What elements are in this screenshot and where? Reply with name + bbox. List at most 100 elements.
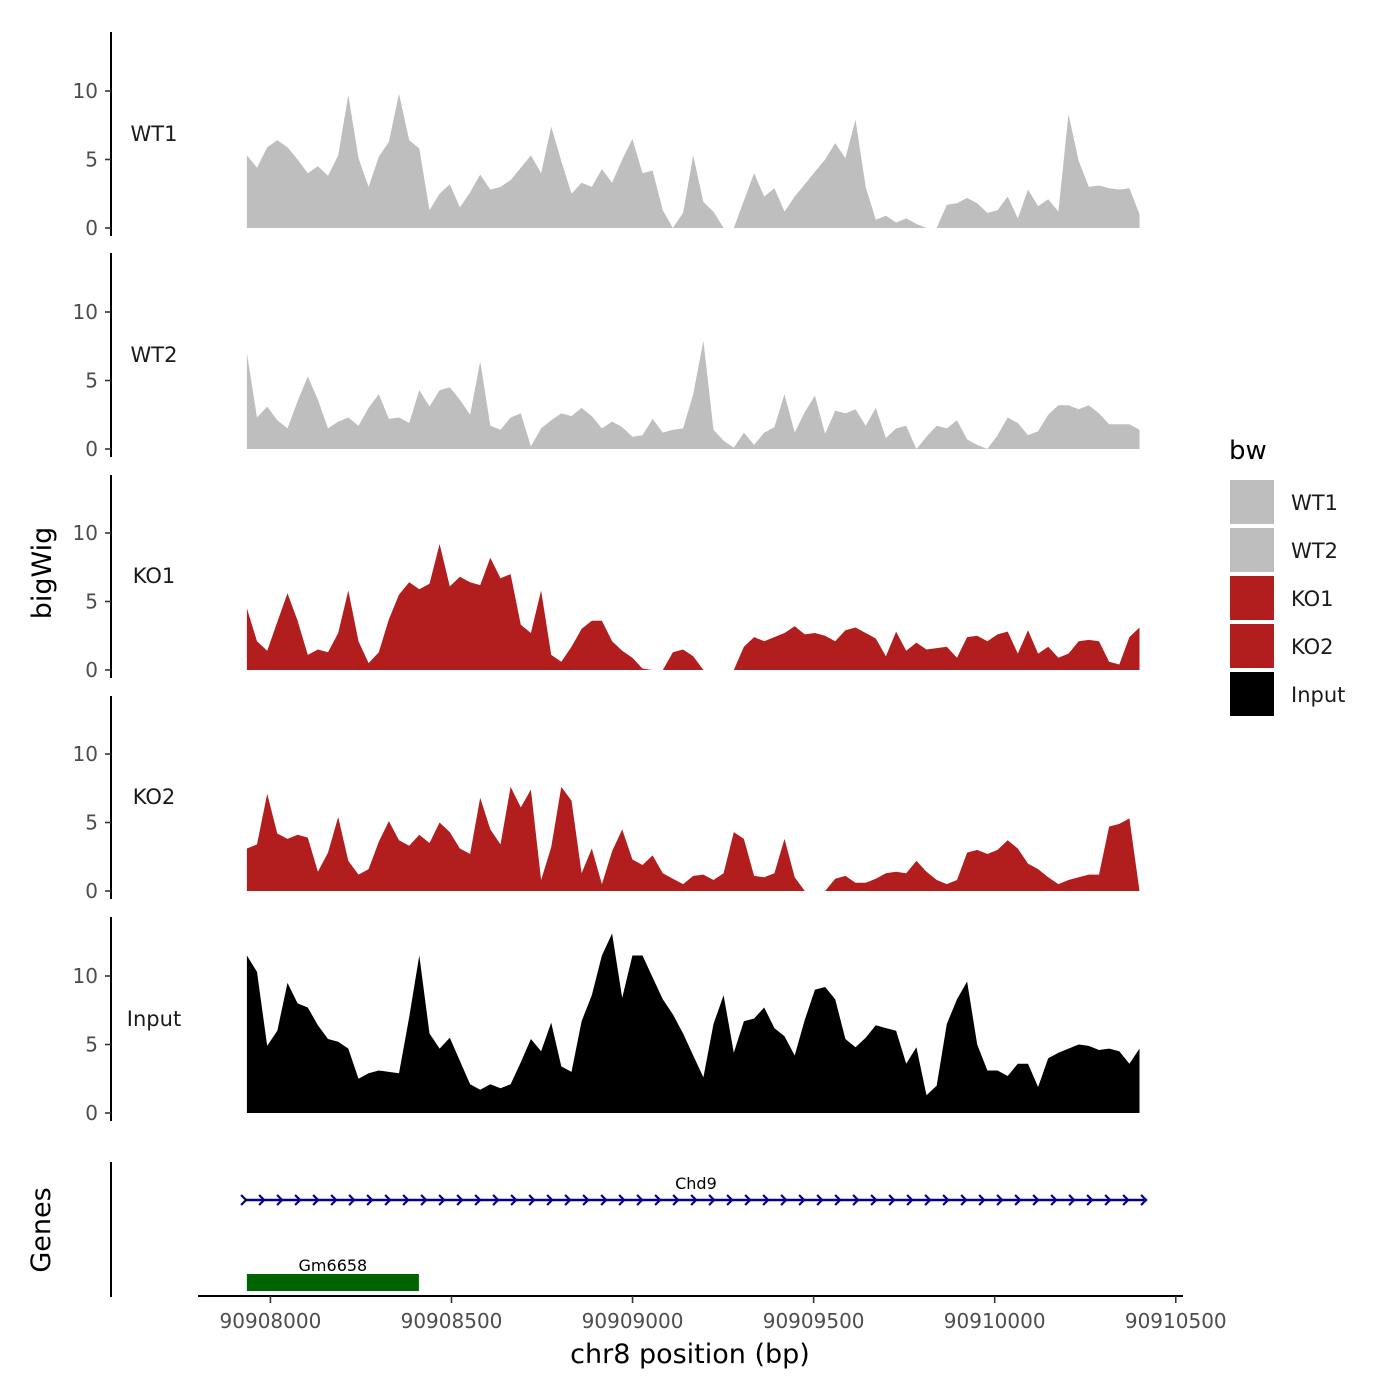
- x-tick-label: 90910000: [944, 1309, 1046, 1333]
- strand-arrow: [762, 1194, 770, 1206]
- track-wt2: 0 5 10 WT2: [73, 253, 1140, 461]
- strand-arrow: [1032, 1194, 1040, 1206]
- y-tick-label: 0: [85, 216, 98, 240]
- strand-arrow: [1068, 1194, 1076, 1206]
- legend-swatch-ko2: [1230, 624, 1274, 668]
- strand-arrow: [510, 1194, 518, 1206]
- track-label: WT1: [131, 122, 178, 146]
- strand-arrow: [996, 1194, 1004, 1206]
- strand-arrow: [564, 1194, 572, 1206]
- y-tick-label: 10: [73, 300, 98, 324]
- strand-arrow: [240, 1194, 248, 1206]
- signal-area-ko2: [246, 786, 1140, 891]
- strand-arrow: [672, 1194, 680, 1206]
- legend-label: KO1: [1291, 587, 1334, 611]
- y-tick-label: 10: [73, 964, 98, 988]
- strand-arrow: [384, 1194, 392, 1206]
- strand-arrow: [654, 1194, 662, 1206]
- legend-label: WT2: [1291, 539, 1338, 563]
- legend-label: WT1: [1291, 491, 1338, 515]
- strand-arrow: [942, 1194, 950, 1206]
- strand-arrow: [420, 1194, 428, 1206]
- legend: bw WT1 WT2 KO1 KO2 Input: [1229, 436, 1345, 716]
- strand-arrow: [1122, 1194, 1130, 1206]
- strand-arrow: [528, 1194, 536, 1206]
- signal-area-wt1: [246, 93, 1140, 228]
- track-label: KO1: [133, 564, 176, 588]
- y-tick-label: 0: [85, 879, 98, 903]
- strand-arrow: [744, 1194, 752, 1206]
- x-tick-label: 90909500: [763, 1309, 865, 1333]
- legend-label: Input: [1291, 683, 1345, 707]
- strand-arrow: [978, 1194, 986, 1206]
- strand-arrow: [870, 1194, 878, 1206]
- x-axis-title: chr8 position (bp): [570, 1339, 810, 1370]
- track-wt1: 0 5 10 WT1: [73, 32, 1140, 240]
- track-label: WT2: [131, 343, 178, 367]
- x-axis: chr8 position (bp) 90908000 90908500 90909…: [198, 1295, 1227, 1370]
- strand-arrow: [402, 1194, 410, 1206]
- track-input: 0 5 10 Input: [73, 917, 1140, 1125]
- strand-arrow: [888, 1194, 896, 1206]
- strand-arrow: [276, 1194, 284, 1206]
- strand-arrow: [492, 1194, 500, 1206]
- genes-panel: Genes Chd9 Gm6658: [26, 1162, 1148, 1297]
- y-tick-label: 10: [73, 79, 98, 103]
- signal-tracks: 0 5 10 WT1 0 5 10 WT2 0 5 10 KO1 0 5 10 KO2 0 5 10 Input: [73, 32, 1140, 1125]
- track-ko2: 0 5 10 KO2: [73, 696, 1140, 903]
- legend-swatch-wt2: [1230, 528, 1274, 572]
- strand-arrow: [780, 1194, 788, 1206]
- strand-arrow: [258, 1194, 266, 1206]
- x-tick-label: 90910500: [1125, 1309, 1227, 1333]
- y-tick-label: 10: [73, 742, 98, 766]
- strand-arrow: [708, 1194, 716, 1206]
- signal-area-input: [246, 933, 1140, 1113]
- strand-arrow: [312, 1194, 320, 1206]
- strand-arrow: [456, 1194, 464, 1206]
- y-tick-label: 5: [85, 811, 98, 835]
- x-tick-label: 90908500: [401, 1309, 503, 1333]
- strand-arrow: [690, 1194, 698, 1206]
- x-tick-label: 90909000: [582, 1309, 684, 1333]
- strand-arrow: [582, 1194, 590, 1206]
- strand-arrow: [474, 1194, 482, 1206]
- strand-arrow: [1014, 1194, 1022, 1206]
- x-tick-label: 90908000: [220, 1309, 322, 1333]
- strand-arrow: [906, 1194, 914, 1206]
- legend-title: bw: [1229, 436, 1267, 466]
- y-axis-title: bigWig: [27, 527, 58, 620]
- signal-area-ko1: [246, 544, 1140, 670]
- gene-exon-block: [246, 1274, 419, 1291]
- strand-arrow: [816, 1194, 824, 1206]
- strand-arrow: [960, 1194, 968, 1206]
- gene-label: Gm6658: [299, 1256, 368, 1275]
- gene-chd9: Chd9: [240, 1174, 1148, 1206]
- strand-arrow: [1086, 1194, 1094, 1206]
- y-tick-label: 5: [85, 590, 98, 614]
- strand-arrow: [834, 1194, 842, 1206]
- y-tick-label: 5: [85, 369, 98, 393]
- strand-arrow: [924, 1194, 932, 1206]
- strand-arrow: [618, 1194, 626, 1206]
- strand-arrow: [1140, 1194, 1148, 1206]
- track-label: Input: [127, 1007, 181, 1031]
- strand-arrow: [726, 1194, 734, 1206]
- y-tick-label: 10: [73, 521, 98, 545]
- y-tick-label: 0: [85, 437, 98, 461]
- strand-arrow: [330, 1194, 338, 1206]
- strand-arrow: [852, 1194, 860, 1206]
- strand-arrow: [348, 1194, 356, 1206]
- y-tick-label: 5: [85, 1033, 98, 1057]
- legend-label: KO2: [1291, 635, 1334, 659]
- strand-arrow: [546, 1194, 554, 1206]
- strand-arrow: [600, 1194, 608, 1206]
- genes-track-title: Genes: [26, 1187, 57, 1272]
- strand-arrow: [366, 1194, 374, 1206]
- y-tick-label: 5: [85, 148, 98, 172]
- track-label: KO2: [133, 785, 176, 809]
- strand-arrow: [1050, 1194, 1058, 1206]
- gene-gm6658: Gm6658: [246, 1256, 419, 1291]
- gene-label: Chd9: [675, 1174, 717, 1193]
- legend-swatch-wt1: [1230, 480, 1274, 524]
